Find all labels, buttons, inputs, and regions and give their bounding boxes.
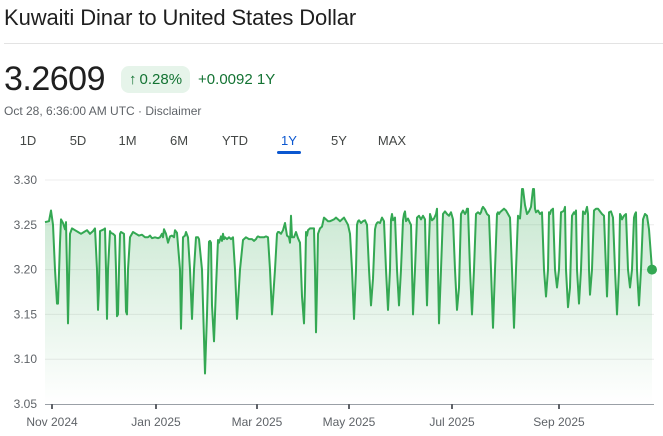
timestamp: Oct 28, 6:36:00 AM UTC · [4,104,146,118]
y-tick-label: 3.15 [14,307,38,321]
x-axis-labels: Nov 2024 Jan 2025 Mar 2025 May 2025 Jul 2025… [26,404,585,429]
x-tick-label: Jan 2025 [131,415,181,429]
y-tick-label: 3.30 [14,173,38,187]
x-tick-label: Sep 2025 [533,415,585,429]
x-tick-label: May 2025 [323,415,376,429]
change-absolute: +0.0092 1Y [198,71,276,88]
y-tick-label: 3.25 [14,218,38,232]
tab-1m[interactable]: 1M [118,133,137,148]
current-price: 3.2609 [4,60,106,98]
y-tick-label: 3.10 [14,352,38,366]
quote-summary: 3.2609 ↑ 0.28% +0.0092 1Y [4,60,275,99]
tab-1y[interactable]: 1Y [267,130,311,154]
change-percent-badge: ↑ 0.28% [121,66,191,93]
current-price-marker [647,264,657,275]
quote-meta: Oct 28, 6:36:00 AM UTC · Disclaimer [4,104,201,118]
y-tick-label: 3.05 [14,397,38,411]
price-area [45,189,652,404]
tab-5y[interactable]: 5Y [331,133,347,148]
header-divider [4,43,663,44]
tab-5d[interactable]: 5D [69,133,87,148]
change-percent: 0.28% [139,71,183,88]
x-tick-label: Jul 2025 [429,415,475,429]
tab-6m[interactable]: 6M [169,133,189,148]
tab-ytd[interactable]: YTD [222,133,248,148]
page-title: Kuwaiti Dinar to United States Dollar [4,5,357,30]
arrow-up-icon: ↑ [129,71,137,88]
x-tick-label: Nov 2024 [26,415,78,429]
tab-max[interactable]: MAX [377,133,407,148]
x-tick-label: Mar 2025 [232,415,283,429]
price-chart[interactable]: 3.30 3.25 3.20 3.15 3.10 3.05 Nov 2024 Jan 202… [0,160,663,436]
range-tabs: 1D 5D 1M 6M YTD 1Y 5Y MAX [0,130,417,154]
tab-1d[interactable]: 1D [19,133,37,148]
disclaimer-link[interactable]: Disclaimer [145,104,202,118]
price-line [44,188,653,375]
y-axis-labels: 3.30 3.25 3.20 3.15 3.10 3.05 [14,173,38,411]
y-tick-label: 3.20 [14,263,38,277]
